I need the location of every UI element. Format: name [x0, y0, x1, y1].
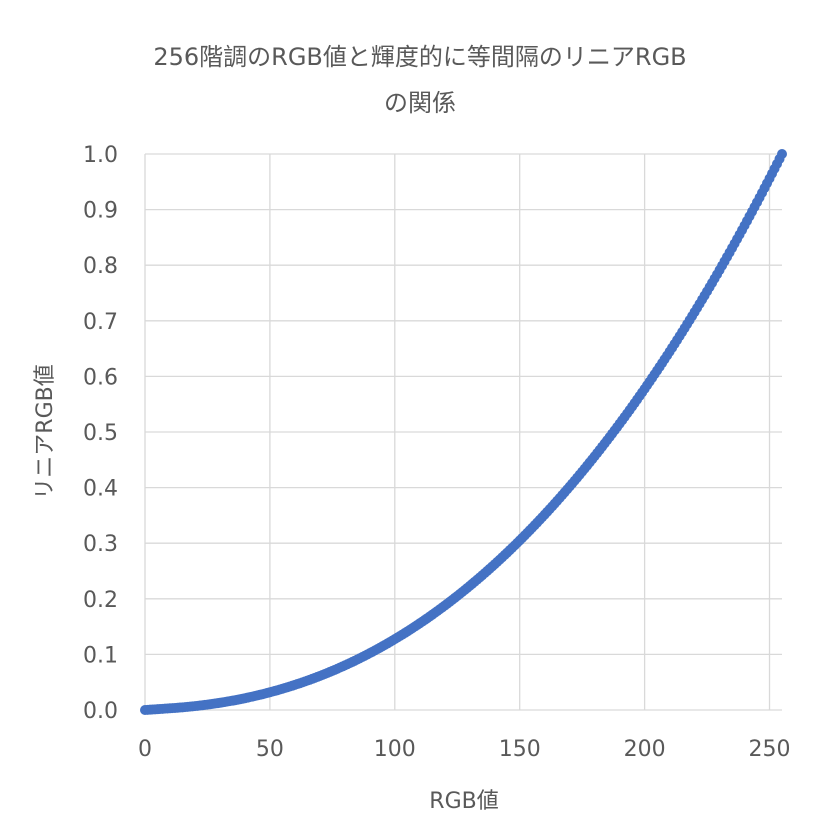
y-tick-label: 0.1	[83, 643, 118, 668]
y-axis-title: リニアRGB値	[33, 364, 58, 499]
x-tick-label: 0	[138, 737, 152, 762]
chart-title-line-2: の関係	[384, 89, 456, 117]
y-tick-label: 1.0	[83, 143, 118, 168]
y-tick-labels: 0.0 0.1 0.2 0.3 0.4 0.5 0.6 0.7 0.8 0.9 1.0	[83, 143, 118, 724]
x-tick-label: 50	[256, 737, 284, 762]
chart-title-line-1: 256階調のRGB値と輝度的に等間隔のリニアRGB	[153, 43, 687, 71]
x-tick-label: 200	[624, 737, 666, 762]
gridlines	[144, 153, 782, 711]
y-tick-label: 0.2	[83, 588, 118, 613]
x-tick-label: 250	[749, 737, 791, 762]
y-tick-label: 0.0	[83, 699, 118, 724]
y-tick-label: 0.6	[83, 365, 118, 390]
y-tick-label: 0.3	[83, 532, 118, 557]
y-tick-label: 0.7	[83, 310, 118, 335]
chart-title: 256階調のRGB値と輝度的に等間隔のリニアRGB の関係	[0, 34, 840, 126]
y-tick-label: 0.8	[83, 254, 118, 279]
x-tick-labels: 0 50 100 150 200 250	[138, 737, 791, 762]
data-point	[777, 149, 787, 159]
data-points	[140, 149, 787, 715]
y-tick-label: 0.5	[83, 421, 118, 446]
y-tick-label: 0.9	[83, 199, 118, 224]
x-tick-label: 150	[499, 737, 541, 762]
x-axis-title: RGB値	[429, 789, 498, 814]
y-tick-label: 0.4	[83, 477, 118, 502]
x-tick-label: 100	[374, 737, 416, 762]
